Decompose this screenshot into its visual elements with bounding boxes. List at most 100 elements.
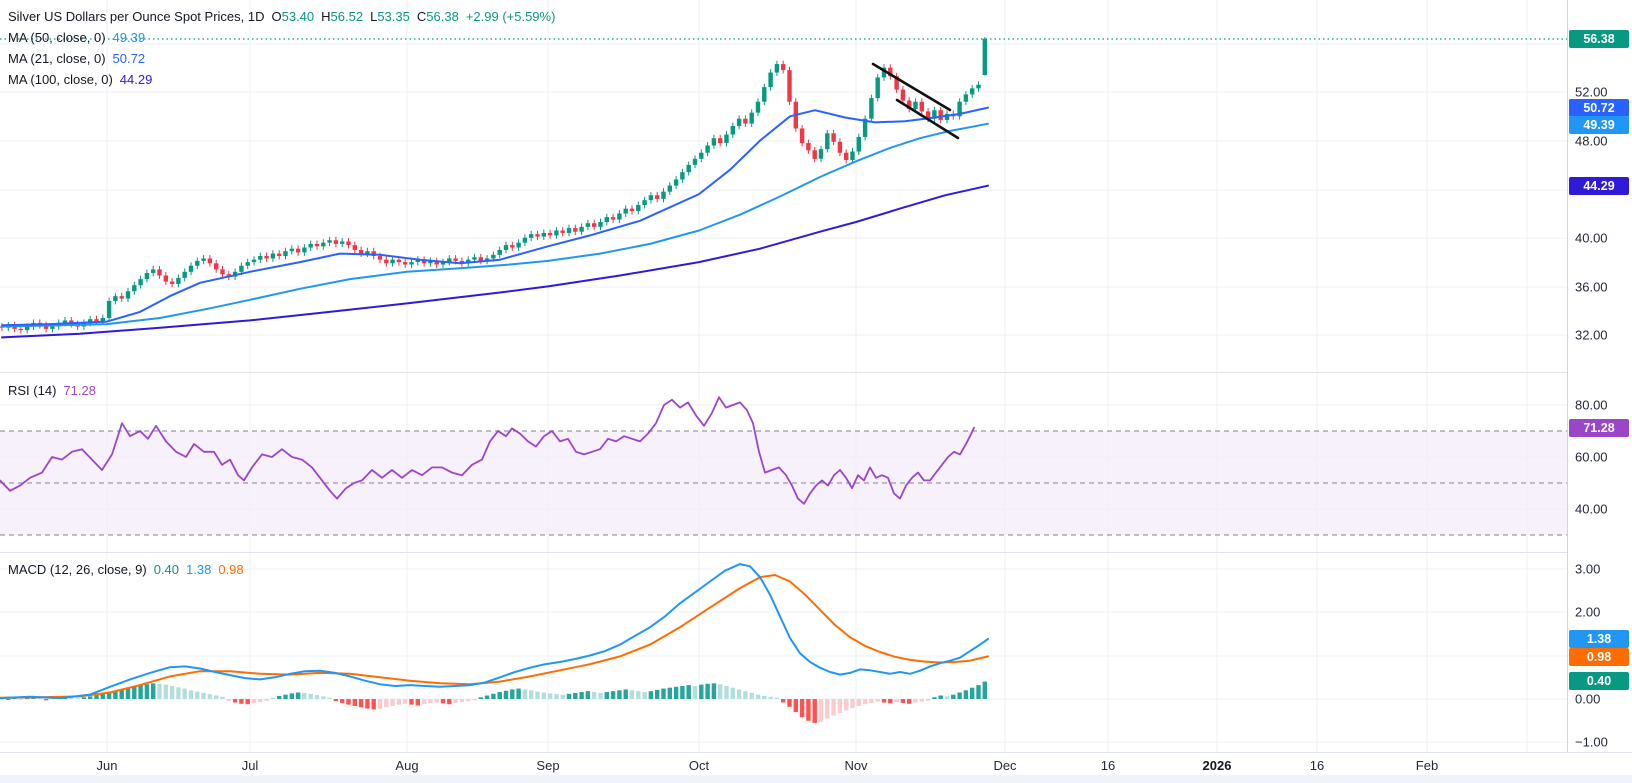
- macd-histogram-bar: [869, 699, 874, 703]
- macd-histogram-bar: [743, 691, 748, 699]
- candle-body: [169, 281, 175, 284]
- price-axis-label: 0.00: [1575, 691, 1601, 707]
- candle-body: [119, 296, 124, 299]
- candle-body: [466, 259, 471, 264]
- price-badge: 0.40: [1569, 672, 1629, 690]
- macd-histogram-bar: [43, 699, 49, 701]
- time-axis-label: Aug: [395, 758, 419, 773]
- candle-body: [277, 253, 282, 257]
- macd-histogram-bar: [333, 699, 339, 702]
- candle-body: [812, 150, 817, 159]
- ma21-value: 50.72: [112, 51, 146, 66]
- macd-histogram-bar: [825, 699, 830, 719]
- candle-body: [642, 200, 647, 205]
- macd-histogram-bar: [655, 689, 660, 699]
- ma21-label: MA (21, close, 0): [8, 51, 106, 66]
- candle-body: [333, 240, 339, 244]
- price-badge: 1.38: [1569, 630, 1629, 648]
- candle-body: [415, 259, 420, 263]
- ma50-legend-row[interactable]: MA (50, close, 0) 49.39: [8, 27, 555, 48]
- macd-histogram-bar: [699, 684, 704, 699]
- ma21-legend-row[interactable]: MA (21, close, 0) 50.72: [8, 48, 555, 69]
- candle-body: [629, 208, 635, 212]
- candle-body: [743, 118, 748, 124]
- candle-body: [799, 128, 805, 144]
- candle-body: [560, 230, 565, 233]
- macd-histogram-bar: [188, 690, 194, 699]
- candle-body: [195, 260, 200, 266]
- candle-body: [907, 100, 912, 110]
- pane-separator-rsi-macd[interactable]: [0, 552, 1632, 553]
- macd-histogram-bar: [900, 699, 906, 703]
- time-axis-label: 2026: [1202, 758, 1232, 773]
- macd-histogram-bar: [220, 696, 225, 699]
- candle-body: [182, 271, 187, 278]
- macd-histogram-bar: [466, 699, 471, 702]
- macd-histogram-bar: [365, 699, 370, 709]
- macd-histogram-bar: [711, 683, 717, 699]
- candle-body: [881, 67, 887, 78]
- price-axis-label: 40.00: [1575, 501, 1608, 517]
- macd-histogram-bar: [396, 699, 402, 705]
- candle-body: [440, 262, 446, 265]
- price-axis-label: 80.00: [1575, 397, 1608, 413]
- macd-histogram-bar: [522, 689, 528, 699]
- candle-body: [434, 260, 439, 265]
- rsi-line: [0, 396, 975, 505]
- candle-body: [818, 149, 824, 159]
- macd-histogram-bar: [951, 694, 956, 699]
- trendline-annotation: [895, 98, 960, 140]
- candle-body: [365, 251, 370, 254]
- candle-body: [598, 222, 603, 227]
- candle-body: [377, 256, 383, 260]
- macd-histogram-bar: [692, 685, 698, 699]
- macd-histogram-bar: [636, 691, 641, 699]
- price-scale[interactable]: 52.00 48.00 40.00 36.00 32.00 80.00 60.00 40.00…: [1567, 0, 1632, 752]
- macd-histogram-bar: [384, 699, 389, 708]
- macd-legend[interactable]: MACD (12, 26, close, 9) 0.40 1.38 0.98: [8, 559, 244, 580]
- candle-body: [484, 258, 490, 261]
- candle-body: [617, 213, 622, 220]
- macd-histogram-bar: [371, 699, 376, 710]
- macd-histogram-bar: [390, 699, 395, 706]
- macd-histogram-bar: [642, 692, 647, 699]
- macd-histogram-bar: [736, 689, 742, 699]
- macd-histogram-bar: [421, 699, 427, 705]
- candle-body: [610, 217, 616, 220]
- price-axis-label: 48.00: [1575, 133, 1608, 149]
- candle-body: [157, 269, 162, 276]
- pane-separator-main-rsi[interactable]: [0, 372, 1632, 373]
- candle-body: [50, 326, 55, 329]
- macd-histogram-bar: [667, 687, 672, 699]
- ma100-legend-row[interactable]: MA (100, close, 0) 44.29: [8, 69, 555, 90]
- candle-body: [62, 320, 68, 323]
- candle-body: [894, 76, 899, 90]
- macd-histogram-bar: [629, 690, 635, 699]
- candle-body: [711, 138, 717, 146]
- candle-body: [944, 113, 950, 120]
- candle-body: [592, 223, 597, 227]
- macd-histogram-bar: [415, 699, 420, 706]
- change-value: +2.99 (+5.59%): [465, 9, 556, 24]
- macd-histogram-bar: [207, 694, 213, 699]
- candle-body: [541, 232, 546, 237]
- macd-histogram-bar: [547, 693, 553, 699]
- ma50-label: MA (50, close, 0): [8, 30, 106, 45]
- chart-canvas[interactable]: [0, 0, 1567, 752]
- rsi-legend[interactable]: RSI (14) 71.28: [8, 380, 96, 401]
- macd-histogram-bar: [623, 689, 628, 699]
- macd-histogram-bar: [573, 692, 578, 699]
- macd-histogram-bar: [862, 699, 868, 705]
- macd-histogram-bar: [201, 692, 206, 699]
- macd-histogram-bar: [516, 688, 521, 699]
- macd-histogram-bar: [100, 693, 105, 699]
- macd-histogram-bar: [434, 699, 439, 703]
- candle-body: [566, 228, 572, 233]
- time-axis-label: Jul: [241, 758, 259, 773]
- macd-histogram-bar: [75, 698, 80, 700]
- candle-body: [428, 260, 433, 264]
- candle-body: [421, 259, 427, 264]
- macd-histogram-bar: [403, 699, 408, 704]
- candle-body: [358, 249, 364, 254]
- candle-body: [554, 230, 559, 236]
